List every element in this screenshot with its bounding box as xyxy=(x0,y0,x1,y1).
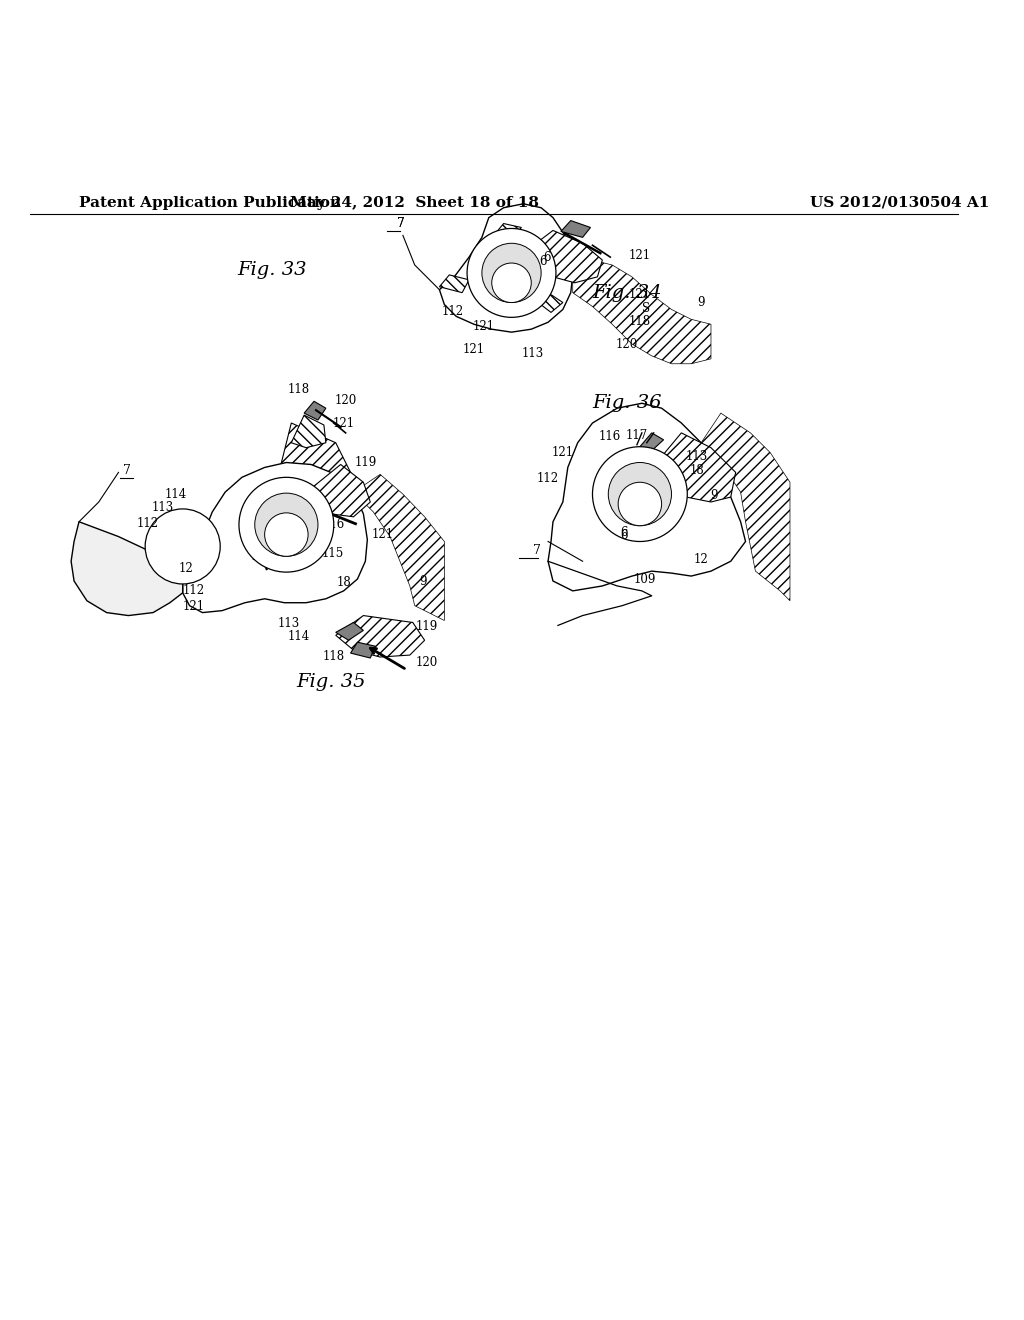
Polygon shape xyxy=(350,643,375,659)
Text: 119: 119 xyxy=(416,620,437,632)
Polygon shape xyxy=(656,433,735,502)
Text: 112: 112 xyxy=(537,471,559,484)
Text: 116: 116 xyxy=(323,519,345,531)
Polygon shape xyxy=(539,294,563,313)
Text: 112: 112 xyxy=(441,305,463,318)
Text: 118: 118 xyxy=(323,649,345,663)
Text: 121: 121 xyxy=(333,417,354,429)
Polygon shape xyxy=(252,507,282,521)
Circle shape xyxy=(482,243,541,302)
Text: 114: 114 xyxy=(288,630,310,643)
Text: 121: 121 xyxy=(552,446,573,459)
Polygon shape xyxy=(640,433,664,450)
Polygon shape xyxy=(208,512,282,544)
Polygon shape xyxy=(276,422,355,498)
Text: 6: 6 xyxy=(298,525,306,539)
Polygon shape xyxy=(701,413,790,601)
Polygon shape xyxy=(71,521,182,615)
Circle shape xyxy=(264,513,308,556)
Polygon shape xyxy=(561,220,591,238)
Text: Fig. 35: Fig. 35 xyxy=(296,673,366,690)
Text: 9: 9 xyxy=(419,576,426,589)
Text: 7: 7 xyxy=(397,218,404,231)
Text: 120: 120 xyxy=(335,393,356,407)
Text: 117: 117 xyxy=(626,429,648,442)
Text: May 24, 2012  Sheet 18 of 18: May 24, 2012 Sheet 18 of 18 xyxy=(290,195,540,210)
Text: 6: 6 xyxy=(621,525,628,539)
Text: 115: 115 xyxy=(322,546,344,560)
Text: 120: 120 xyxy=(615,338,638,351)
Text: 113: 113 xyxy=(686,450,709,463)
Text: 113: 113 xyxy=(152,502,174,515)
Text: 12: 12 xyxy=(279,499,294,511)
Polygon shape xyxy=(439,275,469,293)
Polygon shape xyxy=(353,474,444,620)
Text: 121: 121 xyxy=(473,319,495,333)
Circle shape xyxy=(608,462,672,525)
Text: 6: 6 xyxy=(295,529,302,543)
Text: 18: 18 xyxy=(336,577,351,590)
Text: 112: 112 xyxy=(182,585,205,598)
Polygon shape xyxy=(572,260,711,364)
Text: 119: 119 xyxy=(354,455,377,469)
Polygon shape xyxy=(301,527,321,544)
Text: 117: 117 xyxy=(251,550,272,562)
Text: Patent Application Publication: Patent Application Publication xyxy=(79,195,341,210)
Text: 109: 109 xyxy=(634,573,656,586)
Text: 121: 121 xyxy=(372,528,394,541)
Polygon shape xyxy=(182,462,368,612)
Text: 12: 12 xyxy=(693,553,709,566)
Text: 116: 116 xyxy=(598,430,621,444)
Text: 113: 113 xyxy=(278,616,299,630)
Polygon shape xyxy=(276,533,311,546)
Text: S: S xyxy=(642,302,650,315)
Text: 6: 6 xyxy=(540,255,547,268)
Text: 7: 7 xyxy=(124,465,131,478)
Text: 12: 12 xyxy=(178,562,193,574)
Circle shape xyxy=(145,510,220,583)
Text: 121: 121 xyxy=(463,343,485,356)
Text: Fig. 34: Fig. 34 xyxy=(593,284,662,302)
Polygon shape xyxy=(304,465,371,517)
Text: 118: 118 xyxy=(629,314,651,327)
Text: 113: 113 xyxy=(522,347,545,360)
Text: 112: 112 xyxy=(137,517,159,531)
Text: 6: 6 xyxy=(621,529,628,543)
Circle shape xyxy=(618,482,662,525)
Polygon shape xyxy=(304,401,326,420)
Text: 9: 9 xyxy=(711,488,718,502)
Polygon shape xyxy=(439,203,572,333)
Text: 120: 120 xyxy=(416,656,437,669)
Circle shape xyxy=(255,494,318,556)
Text: 9: 9 xyxy=(697,296,705,309)
Polygon shape xyxy=(528,231,602,282)
Polygon shape xyxy=(494,223,521,238)
Text: Fig. 33: Fig. 33 xyxy=(237,261,306,279)
Text: 121: 121 xyxy=(629,248,651,261)
Text: Fig. 36: Fig. 36 xyxy=(593,395,662,412)
Polygon shape xyxy=(291,414,326,447)
Circle shape xyxy=(593,446,687,541)
Polygon shape xyxy=(336,615,425,657)
Text: 6: 6 xyxy=(543,251,551,264)
Polygon shape xyxy=(548,403,745,591)
Text: 18: 18 xyxy=(690,463,705,477)
Text: 114: 114 xyxy=(165,487,187,500)
Text: 7: 7 xyxy=(534,544,541,557)
Circle shape xyxy=(467,228,556,317)
Text: 121: 121 xyxy=(629,288,651,301)
Circle shape xyxy=(492,263,531,302)
Text: 118: 118 xyxy=(287,383,309,396)
Polygon shape xyxy=(336,623,364,640)
Text: 7: 7 xyxy=(397,218,404,231)
Text: US 2012/0130504 A1: US 2012/0130504 A1 xyxy=(810,195,989,210)
Text: 121: 121 xyxy=(182,601,205,614)
Circle shape xyxy=(239,478,334,572)
